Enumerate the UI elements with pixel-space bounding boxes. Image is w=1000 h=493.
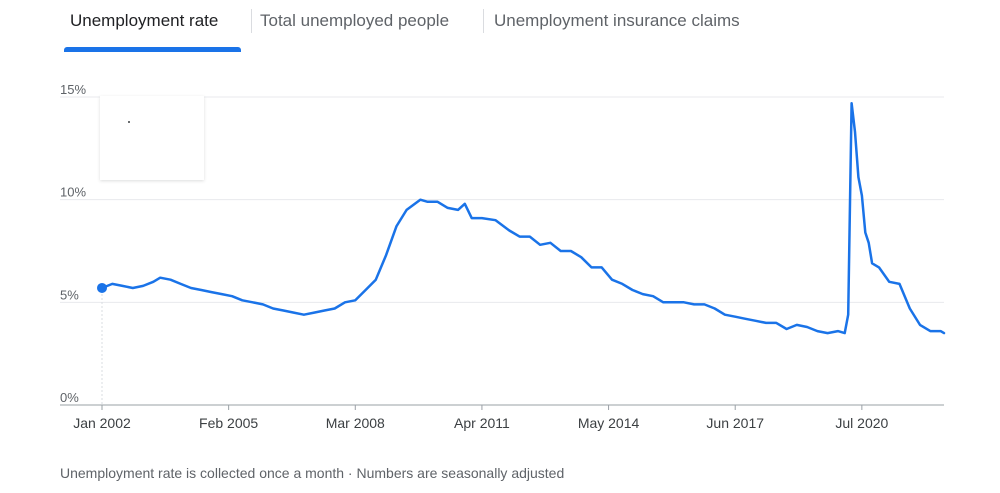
y-tick-label: 0%	[60, 390, 79, 405]
tab-unemployment-rate[interactable]: Unemployment rate	[70, 11, 219, 30]
tab-bar-divider	[0, 52, 1000, 53]
tab-bar: Unemployment rate Total unemployed peopl…	[0, 0, 1000, 53]
x-tick-label: Mar 2008	[326, 415, 385, 431]
y-tick-label: 15%	[60, 82, 86, 97]
unemployment-line-chart[interactable]: 0% 5% 10% 15% Jan 2002 Feb 2005 Mar 2008 Apr 20…	[0, 60, 1000, 440]
tab-divider	[251, 9, 252, 33]
tab-total-unemployed-people[interactable]: Total unemployed people	[260, 11, 450, 30]
tab-divider	[483, 9, 484, 33]
x-tick-label: Apr 2011	[454, 415, 510, 431]
x-tick-label: Jun 2017	[706, 415, 764, 431]
chart-footnote: Unemployment rate is collected once a mo…	[60, 465, 565, 481]
y-tick-label: 10%	[60, 185, 86, 200]
x-tick-label: Jan 2002	[73, 415, 131, 431]
tooltip-marker	[128, 121, 130, 123]
x-tick-label: May 2014	[578, 415, 640, 431]
y-tick-label: 5%	[60, 287, 79, 302]
active-tab-indicator	[64, 47, 241, 52]
x-tick-label: Feb 2005	[199, 415, 258, 431]
unemployment-rate-line	[100, 101, 946, 335]
tab-unemployment-insurance-claims[interactable]: Unemployment insurance claims	[494, 11, 740, 30]
highlighted-data-point	[97, 282, 107, 293]
x-tick-label: Jul 2020	[835, 415, 888, 431]
hover-tooltip-card	[100, 96, 204, 180]
